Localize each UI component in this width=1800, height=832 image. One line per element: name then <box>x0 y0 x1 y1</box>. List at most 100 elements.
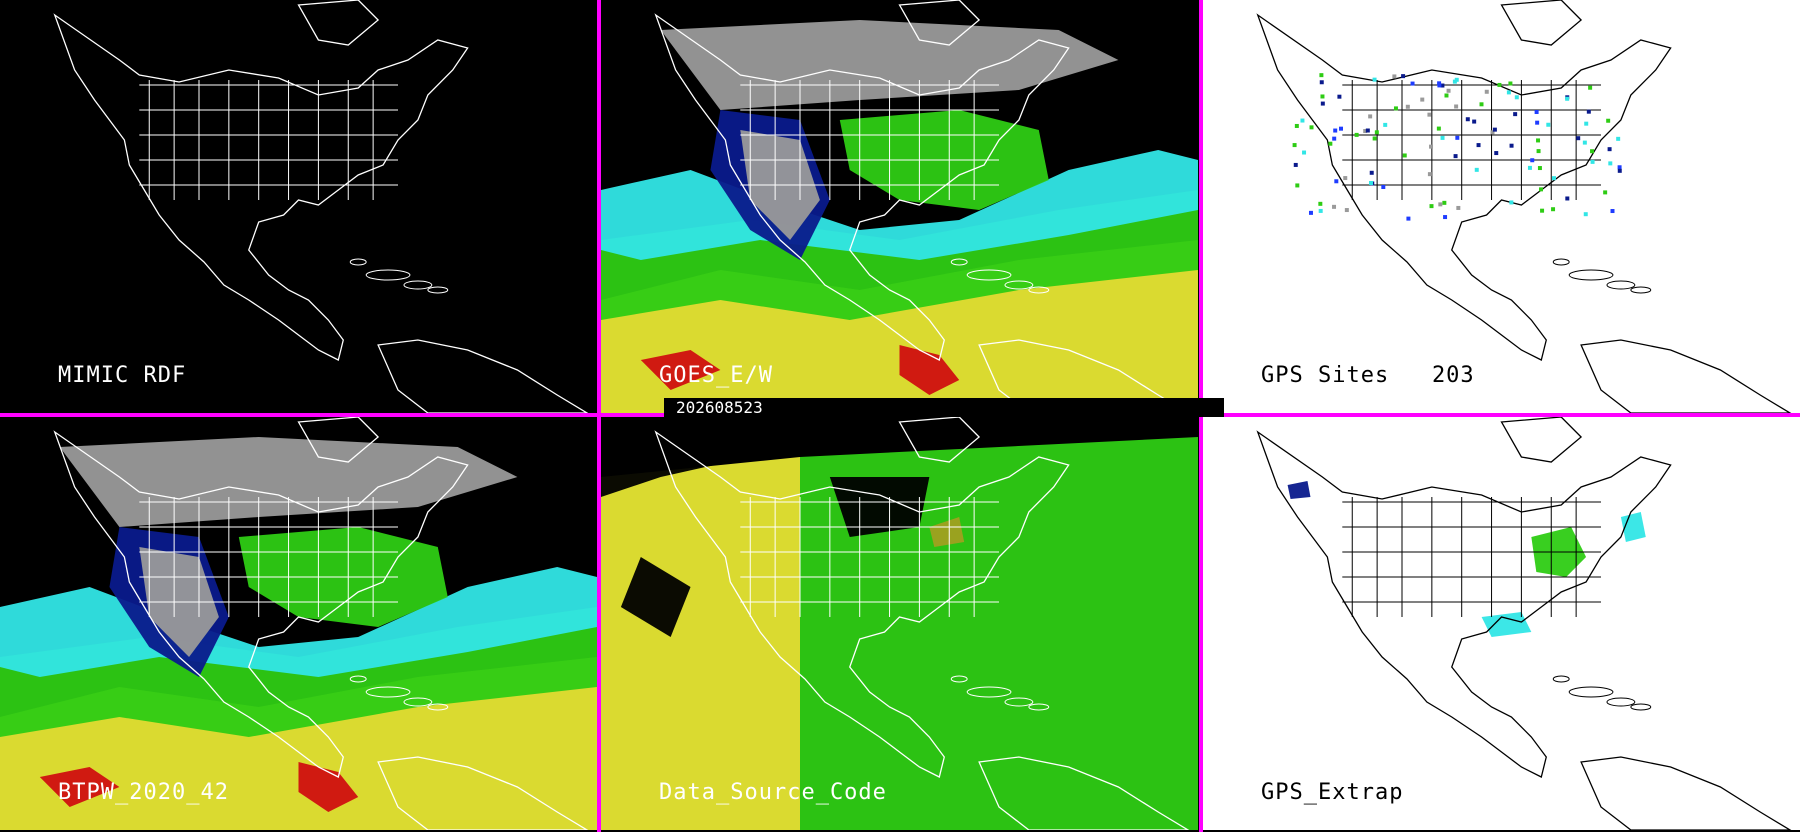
gps-site-marker <box>1497 82 1502 87</box>
gps-site-marker <box>1454 104 1459 109</box>
gps-site-marker <box>1565 96 1570 101</box>
gps-site-marker <box>1393 106 1398 111</box>
north-america-outline <box>1256 13 1672 361</box>
gps-site-marker <box>1465 117 1470 122</box>
source-nodata-north <box>829 477 930 537</box>
greenland-outline <box>898 417 981 463</box>
extrap-cyan-gulf <box>1481 612 1532 637</box>
gps-site-marker <box>1588 85 1593 90</box>
greenland-outline <box>297 0 380 46</box>
gps-site-marker <box>1437 83 1442 88</box>
gps-site-marker <box>1294 123 1299 128</box>
extrap-navy-northwest <box>1287 481 1311 499</box>
map-mimic-rdf <box>0 0 597 413</box>
map-goes-ew <box>601 0 1198 413</box>
map-gps-extrap <box>1203 417 1800 830</box>
tpw-cyan-field <box>601 150 1198 260</box>
island-outline <box>1028 286 1050 294</box>
gps-site-marker <box>1443 215 1448 220</box>
gps-site-marker <box>1583 212 1588 217</box>
coastline-layer <box>654 0 1190 413</box>
gps-site-marker <box>1509 143 1514 148</box>
island-outline <box>365 686 411 698</box>
gps-site-marker <box>1343 176 1348 181</box>
source-olive-lakes <box>929 517 965 547</box>
greenland-outline <box>297 417 380 463</box>
gps-site-marker <box>1456 205 1461 210</box>
gps-site-marker <box>1372 77 1377 82</box>
gps-site-marker <box>1509 200 1514 205</box>
north-america-outline <box>53 430 469 778</box>
gps-site-marker <box>1452 79 1457 84</box>
island-outline <box>966 269 1012 281</box>
island-outline <box>1552 675 1570 683</box>
gps-site-marker <box>1584 121 1589 126</box>
gps-site-marker <box>1537 166 1542 171</box>
map-data-source-code <box>601 417 1198 830</box>
gps-site-marker <box>1535 120 1540 125</box>
gps-site-marker <box>1444 93 1449 98</box>
north-america-outline <box>654 430 1070 778</box>
island-outline <box>950 675 968 683</box>
tpw-red-pacific <box>39 767 120 807</box>
island-outline <box>427 703 449 711</box>
gps-site-marker <box>1332 204 1337 209</box>
panel-data-source-code: Data_Source_Code <box>601 417 1198 830</box>
gps-site-marker <box>1320 94 1325 99</box>
gps-site-marker <box>1372 136 1377 141</box>
gps-site-marker <box>1427 172 1432 177</box>
gps-site-marker <box>1302 150 1307 155</box>
panel-gps-sites: GPS Sites 203 <box>1203 0 1800 413</box>
panel-label: GOES_E/W <box>659 363 773 388</box>
gps-site-marker <box>1319 73 1324 78</box>
island-outline <box>1630 286 1652 294</box>
gps-site-marker <box>1337 94 1342 99</box>
north-america-outline <box>654 13 1070 361</box>
gps-site-marker <box>1446 88 1451 93</box>
gps-site-marker <box>1381 184 1386 189</box>
gps-site-marker <box>1603 190 1608 195</box>
panel-label: GPS Sites 203 <box>1261 363 1475 388</box>
panel-label: GPS_Extrap <box>1261 780 1404 805</box>
island-outline <box>365 269 411 281</box>
gps-site-marker <box>1582 140 1587 145</box>
panel-label: BTPW_2020_42 <box>58 780 229 805</box>
greenland-outline <box>898 0 981 46</box>
map-background <box>0 0 597 413</box>
greenland-outline <box>1500 0 1583 46</box>
gps-site-marker <box>1332 136 1337 141</box>
panel-goes-ew: GOES_E/W <box>601 0 1198 413</box>
coastline-layer <box>654 417 1190 830</box>
gps-site-marker <box>1328 141 1333 146</box>
gps-site-marker <box>1536 149 1541 154</box>
source-nodata-pacific <box>620 557 691 637</box>
island-outline <box>349 675 367 683</box>
coastline-layer <box>1256 417 1792 830</box>
gps-site-marker <box>1539 187 1543 192</box>
gps-site-marker <box>1438 202 1443 207</box>
island-outline <box>1606 697 1636 707</box>
gps-site-marker <box>1319 80 1324 85</box>
tpw-red-pacific <box>640 350 721 390</box>
gps-site-marker <box>1344 208 1349 213</box>
gps-site-marker <box>1530 158 1535 163</box>
north-america-outline <box>53 13 469 361</box>
gps-site-marker <box>1369 170 1374 175</box>
gps-site-marker <box>1436 126 1441 131</box>
gps-site-marker <box>1490 130 1495 135</box>
gps-site-marker <box>1365 128 1370 133</box>
panel-btpw: BTPW_2020_42 <box>0 417 597 830</box>
gps-site-marker <box>1429 204 1434 209</box>
gps-site-marker <box>1368 114 1373 119</box>
map-btpw <box>0 417 597 830</box>
island-outline <box>1568 686 1614 698</box>
gps-site-marker <box>1492 127 1497 132</box>
south-america-outline <box>1580 339 1792 413</box>
gps-site-marker <box>1616 136 1621 141</box>
gps-site-marker <box>1295 183 1300 188</box>
gps-site-marker <box>1318 208 1323 213</box>
gps-site-marker <box>1363 129 1368 134</box>
gps-site-marker <box>1392 74 1397 79</box>
gps-site-marker <box>1374 130 1379 135</box>
gps-site-marker <box>1406 216 1411 221</box>
